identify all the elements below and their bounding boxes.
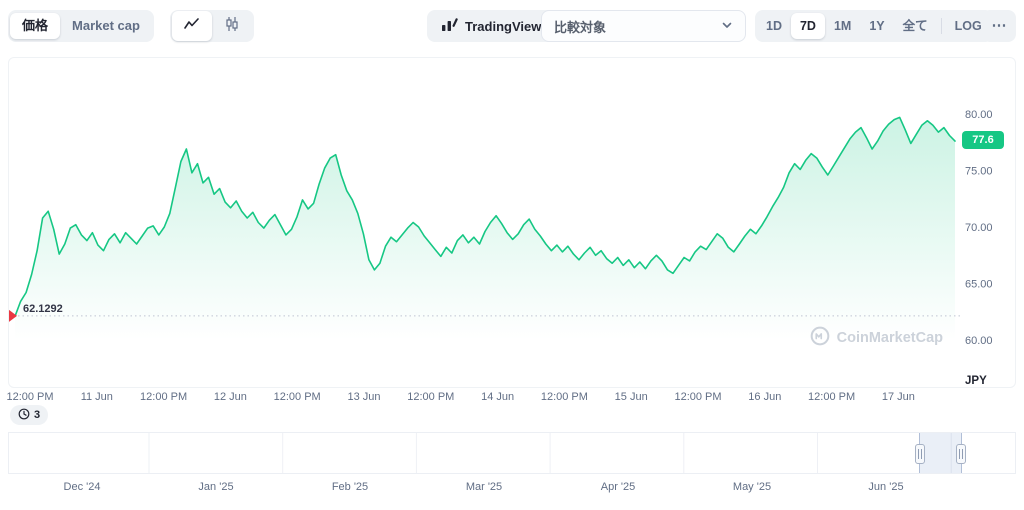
- range-divider: [940, 18, 942, 34]
- price-tab[interactable]: 価格: [10, 13, 61, 39]
- candlestick-chart-type-button[interactable]: [212, 11, 252, 41]
- y-axis-label: 70.00: [965, 222, 993, 234]
- y-axis-label: 80.00: [965, 109, 993, 121]
- price-chart-canvas: 62.1292 80.00 75.00 70.00 65.00 60.00 JPY: [9, 109, 993, 387]
- low-price-label: 62.1292: [23, 303, 63, 315]
- more-options-button[interactable]: ⋯: [982, 10, 1016, 42]
- navigator-canvas: [148, 433, 952, 473]
- navigator-axis-label: Jun '25: [868, 481, 904, 493]
- chevron-down-icon: [721, 19, 733, 34]
- x-axis-label: 12:00 PM: [6, 391, 54, 403]
- x-axis-label: 12:00 PM: [808, 391, 856, 403]
- low-price-marker-icon: [9, 309, 17, 322]
- navigator-axis-label: Jan '25: [198, 481, 234, 493]
- navigator-axis-labels: Dec '24 Jan '25 Feb '25 Mar '25 Apr '25 May '…: [8, 481, 1016, 495]
- navigator-axis-label: Apr '25: [600, 481, 636, 493]
- range-1d-button[interactable]: 1D: [757, 13, 791, 39]
- navigator-axis-label: Feb '25: [331, 481, 369, 493]
- x-axis-label: 12:00 PM: [273, 391, 321, 403]
- compare-select[interactable]: 比較対象: [541, 10, 746, 42]
- navigator-axis-label: Dec '24: [63, 481, 101, 493]
- y-axis-label: 60.00: [965, 335, 993, 347]
- marketcap-tab[interactable]: Market cap: [60, 13, 152, 39]
- navigator-axis-label: May '25: [732, 481, 772, 493]
- price-chart[interactable]: 62.1292 80.00 75.00 70.00 65.00 60.00 JPY Coin…: [8, 57, 1016, 388]
- x-axis-label: 16 Jun: [748, 391, 782, 403]
- navigator-selection[interactable]: [915, 433, 966, 473]
- chart-type-toggle: [170, 10, 254, 42]
- x-axis-label: 15 Jun: [614, 391, 648, 403]
- tradingview-button[interactable]: TradingView: [427, 10, 556, 42]
- navigator-axis-label: Mar '25: [465, 481, 503, 493]
- range-1m-button[interactable]: 1M: [825, 13, 860, 39]
- y-axis-label: 65.00: [965, 279, 993, 291]
- range-selector: 1D 7D 1M 1Y 全て LOG: [755, 10, 993, 42]
- line-chart-type-button[interactable]: [172, 11, 212, 41]
- x-axis-label: 13 Jun: [347, 391, 381, 403]
- range-navigator[interactable]: [8, 432, 1016, 474]
- price-line: [14, 116, 956, 318]
- x-axis-labels: 12:00 PM 11 Jun 12:00 PM 12 Jun 12:00 PM 13 J…: [6, 391, 1016, 405]
- compare-select-value: 比較対象: [554, 19, 607, 35]
- currency-label: JPY: [965, 375, 987, 387]
- candlestick-icon: [224, 16, 240, 36]
- log-scale-button[interactable]: LOG: [946, 13, 991, 39]
- history-badge[interactable]: 3: [10, 405, 49, 425]
- range-1y-button[interactable]: 1Y: [860, 13, 893, 39]
- price-marketcap-toggle: 価格 Market cap: [8, 10, 154, 42]
- x-axis-label: 17 Jun: [881, 391, 915, 403]
- tradingview-label: TradingView: [465, 18, 542, 34]
- x-axis-label: 12:00 PM: [540, 391, 588, 403]
- price-area-gradient: [15, 117, 955, 341]
- current-price-badge: 77.6: [962, 131, 1004, 149]
- navigator-handle-right[interactable]: [955, 444, 966, 464]
- x-axis-label: 12:00 PM: [140, 391, 188, 403]
- history-count: 3: [34, 409, 41, 421]
- clock-icon: [18, 408, 30, 423]
- y-axis-label: 75.00: [965, 166, 993, 178]
- x-axis-label: 12:00 PM: [674, 391, 722, 403]
- line-chart-icon: [184, 16, 200, 36]
- x-axis-label: 11 Jun: [80, 391, 113, 403]
- x-axis-label: 14 Jun: [481, 391, 515, 403]
- range-7d-button[interactable]: 7D: [790, 13, 825, 39]
- chart-line-icon: [441, 16, 458, 36]
- x-axis-label: 12:00 PM: [407, 391, 455, 403]
- range-all-button[interactable]: 全て: [894, 13, 937, 39]
- x-axis-label: 12 Jun: [213, 391, 247, 403]
- navigator-handle-left[interactable]: [915, 444, 926, 464]
